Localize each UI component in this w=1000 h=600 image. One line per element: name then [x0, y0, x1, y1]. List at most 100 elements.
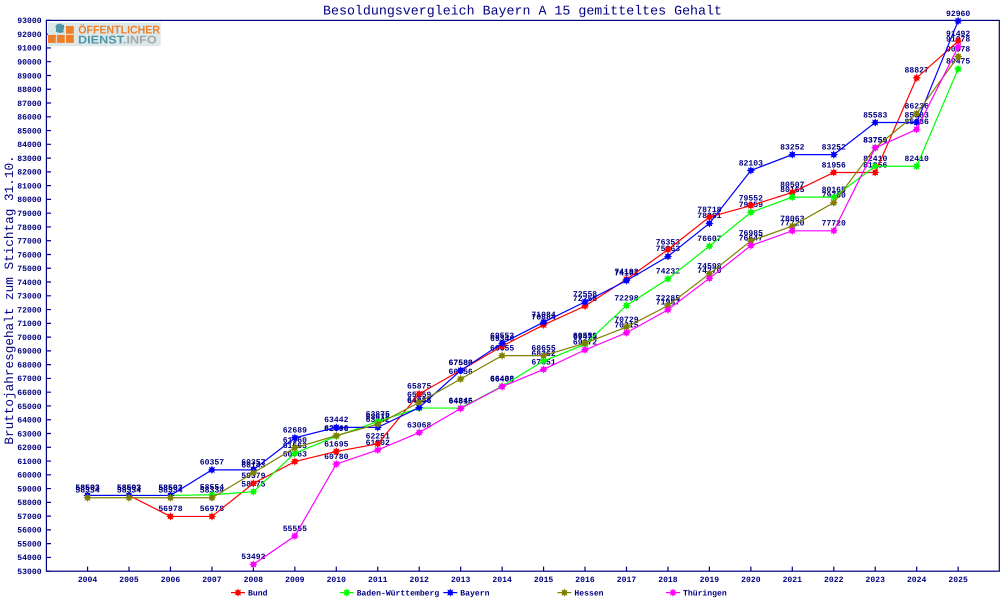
- svg-text:56978: 56978: [158, 505, 182, 514]
- svg-text:85000: 85000: [17, 127, 41, 136]
- svg-text:78718: 78718: [697, 206, 721, 215]
- svg-text:93000: 93000: [17, 17, 41, 26]
- svg-text:2008: 2008: [244, 576, 264, 585]
- svg-text:53000: 53000: [17, 568, 41, 577]
- svg-text:2015: 2015: [534, 576, 554, 585]
- svg-text:2012: 2012: [409, 576, 429, 585]
- svg-text:58554: 58554: [200, 484, 224, 493]
- svg-text:55000: 55000: [17, 540, 41, 549]
- svg-text:77000: 77000: [17, 238, 41, 247]
- svg-text:87000: 87000: [17, 100, 41, 109]
- svg-text:76000: 76000: [17, 251, 41, 260]
- svg-text:84000: 84000: [17, 141, 41, 150]
- svg-text:63442: 63442: [324, 416, 348, 425]
- svg-text:60357: 60357: [241, 459, 265, 468]
- svg-text:82000: 82000: [17, 169, 41, 178]
- svg-text:64000: 64000: [17, 417, 41, 426]
- svg-text:80507: 80507: [780, 181, 804, 190]
- svg-text:91000: 91000: [17, 45, 41, 54]
- svg-text:2017: 2017: [617, 576, 637, 585]
- svg-text:76985: 76985: [739, 230, 763, 239]
- svg-text:74000: 74000: [17, 279, 41, 288]
- svg-text:74232: 74232: [656, 268, 680, 277]
- svg-text:2025: 2025: [948, 576, 968, 585]
- svg-text:58334: 58334: [75, 487, 99, 496]
- svg-text:81000: 81000: [17, 182, 41, 191]
- svg-text:76607: 76607: [697, 235, 721, 244]
- svg-text:92000: 92000: [17, 31, 41, 40]
- svg-text:74192: 74192: [614, 268, 638, 277]
- svg-text:89000: 89000: [17, 72, 41, 81]
- svg-text:2018: 2018: [658, 576, 678, 585]
- svg-text:58503: 58503: [75, 484, 99, 493]
- svg-text:82410: 82410: [905, 155, 929, 164]
- svg-text:2010: 2010: [327, 576, 347, 585]
- svg-text:60780: 60780: [324, 453, 348, 462]
- svg-text:74102: 74102: [614, 269, 638, 278]
- svg-text:Baden-Württemberg: Baden-Württemberg: [357, 589, 440, 598]
- svg-text:DIENST.INFO: DIENST .INFO: [78, 34, 157, 46]
- svg-text:63000: 63000: [17, 430, 41, 439]
- svg-text:62251: 62251: [366, 433, 390, 442]
- svg-text:69559: 69559: [573, 332, 597, 341]
- svg-text:71084: 71084: [531, 311, 555, 320]
- svg-text:2016: 2016: [575, 576, 595, 585]
- svg-text:2024: 2024: [907, 576, 927, 585]
- svg-text:2019: 2019: [700, 576, 720, 585]
- svg-text:Besoldungsvergleich Bayern A 1: Besoldungsvergleich Bayern A 15 gemittel…: [323, 4, 722, 19]
- svg-text:80000: 80000: [17, 196, 41, 205]
- svg-text:77720: 77720: [822, 220, 846, 229]
- svg-text:66438: 66438: [490, 375, 514, 384]
- svg-text:57000: 57000: [17, 513, 41, 522]
- svg-text:Bund: Bund: [248, 589, 268, 598]
- svg-text:83750: 83750: [863, 137, 887, 146]
- svg-text:2023: 2023: [866, 576, 886, 585]
- svg-text:69553: 69553: [490, 332, 514, 341]
- svg-text:73000: 73000: [17, 293, 41, 302]
- svg-text:54000: 54000: [17, 554, 41, 563]
- svg-text:63875: 63875: [366, 410, 390, 419]
- svg-text:2014: 2014: [492, 576, 512, 585]
- svg-text:2021: 2021: [783, 576, 803, 585]
- svg-text:67586: 67586: [449, 359, 473, 368]
- svg-text:83252: 83252: [822, 143, 846, 152]
- svg-text:2011: 2011: [368, 576, 388, 585]
- svg-text:58503: 58503: [158, 484, 182, 493]
- svg-text:56978: 56978: [200, 505, 224, 514]
- svg-text:78000: 78000: [17, 224, 41, 233]
- svg-text:72285: 72285: [656, 294, 680, 303]
- svg-text:72298: 72298: [614, 294, 638, 303]
- svg-text:58503: 58503: [117, 484, 141, 493]
- svg-text:78063: 78063: [780, 215, 804, 224]
- svg-text:Bruttojahresgehalt zum Stichta: Bruttojahresgehalt zum Stichtag 31.10.: [2, 155, 17, 444]
- svg-text:85583: 85583: [863, 111, 887, 120]
- svg-text:91492: 91492: [946, 30, 970, 39]
- svg-text:81956: 81956: [822, 161, 846, 170]
- svg-text:67000: 67000: [17, 375, 41, 384]
- svg-text:82103: 82103: [739, 159, 763, 168]
- svg-text:80165: 80165: [822, 186, 846, 195]
- svg-text:75000: 75000: [17, 265, 41, 274]
- svg-text:66405: 66405: [490, 375, 514, 384]
- svg-text:62000: 62000: [17, 444, 41, 453]
- svg-text:92960: 92960: [946, 10, 970, 19]
- svg-text:58503: 58503: [75, 484, 99, 493]
- svg-text:69000: 69000: [17, 348, 41, 357]
- svg-text:2020: 2020: [741, 576, 761, 585]
- svg-text:2004: 2004: [78, 576, 98, 585]
- svg-text:89475: 89475: [946, 58, 970, 67]
- svg-text:88827: 88827: [905, 67, 929, 76]
- svg-text:2013: 2013: [451, 576, 471, 585]
- svg-text:90000: 90000: [17, 59, 41, 68]
- svg-text:Bayern: Bayern: [460, 589, 489, 598]
- svg-text:83756: 83756: [863, 136, 887, 145]
- svg-text:70000: 70000: [17, 334, 41, 343]
- svg-text:64815: 64815: [449, 397, 473, 406]
- svg-text:61000: 61000: [17, 458, 41, 467]
- svg-text:70729: 70729: [614, 316, 638, 325]
- svg-text:58503: 58503: [75, 484, 99, 493]
- svg-text:82410: 82410: [863, 155, 887, 164]
- svg-text:65875: 65875: [407, 383, 431, 392]
- svg-text:63068: 63068: [407, 421, 431, 430]
- svg-text:58503: 58503: [117, 484, 141, 493]
